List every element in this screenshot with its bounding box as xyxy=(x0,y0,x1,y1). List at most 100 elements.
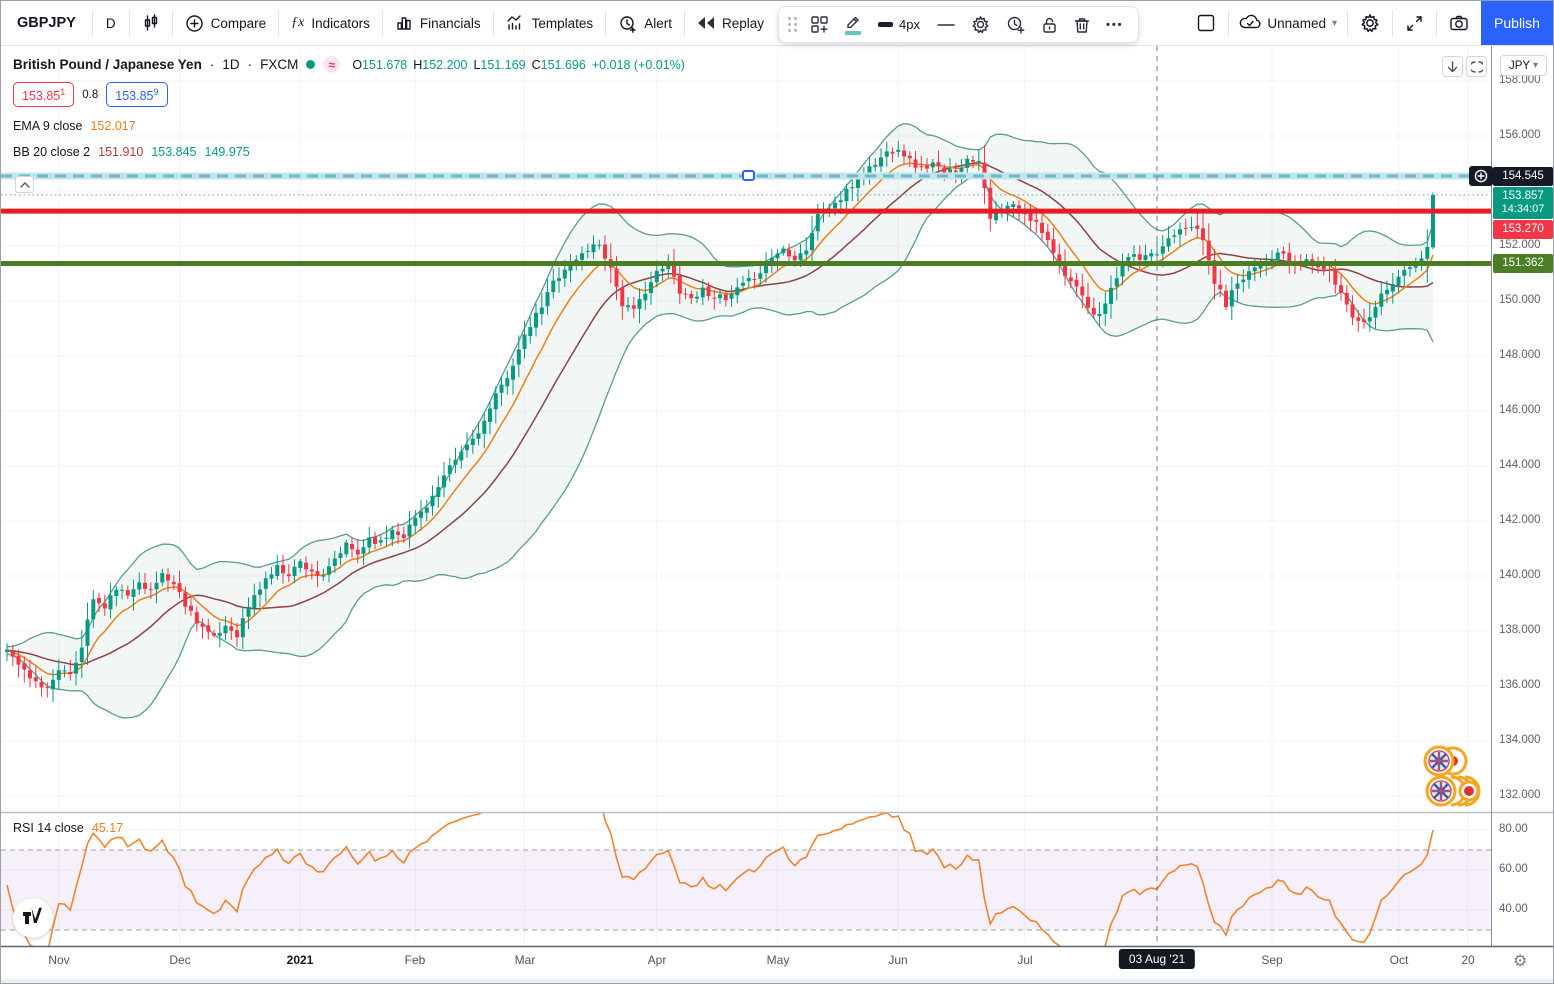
spread-value: 0.8 xyxy=(82,88,99,101)
price-tag: 153.857 14:34:07 xyxy=(1493,187,1553,219)
cloud-check-icon xyxy=(1239,13,1261,34)
change-value: +0.018 (+0.01%) xyxy=(591,57,685,72)
price-axis-label[interactable]: 158.000 xyxy=(1499,74,1541,86)
divider xyxy=(492,10,494,36)
add-alert-clock-button[interactable] xyxy=(998,7,1033,42)
tradingview-logo[interactable] xyxy=(13,898,53,938)
chart-area: British Pound / Japanese Yen · 1D · FXCM… xyxy=(1,46,1554,979)
price-axis-label[interactable]: 156.000 xyxy=(1499,129,1541,141)
financials-button[interactable]: Financials xyxy=(383,1,493,45)
divider xyxy=(1228,10,1230,36)
sell-button[interactable]: 153.851 xyxy=(13,82,75,108)
time-axis-label[interactable]: Jun xyxy=(888,953,908,967)
price-axis-label[interactable]: 144.000 xyxy=(1499,459,1541,471)
rsi-axis-label[interactable]: 80.00 xyxy=(1499,823,1528,835)
cloud-layout-button[interactable]: Unnamed ▾ xyxy=(1229,1,1347,45)
screenshot-camera-button[interactable] xyxy=(1437,1,1481,45)
price-axis-label[interactable]: 134.000 xyxy=(1499,734,1541,746)
lock-icon[interactable] xyxy=(1033,7,1066,42)
time-axis-label[interactable]: Sep xyxy=(1261,953,1283,967)
interval-label[interactable]: 1D xyxy=(222,57,240,72)
alarm-clock-icon xyxy=(618,14,637,33)
drawing-selection-handle[interactable] xyxy=(742,170,755,181)
drag-handle-icon[interactable] xyxy=(785,17,802,32)
price-axis-label[interactable]: 140.000 xyxy=(1499,569,1541,581)
line-width-button[interactable]: 4px xyxy=(869,17,929,32)
price-axis-label[interactable]: 142.000 xyxy=(1499,514,1541,526)
time-axis-label[interactable]: 20 xyxy=(1461,953,1475,967)
compare-plus-icon xyxy=(185,14,204,33)
pane-collapse-button[interactable] xyxy=(15,176,34,193)
time-axis-label[interactable]: Jul xyxy=(1017,953,1033,967)
time-axis-label[interactable]: Nov xyxy=(48,953,70,967)
reset-view-button[interactable] xyxy=(1466,56,1487,77)
bb-legend[interactable]: BB 20 close 2 151.910 153.845 149.975 xyxy=(13,145,250,160)
symbol-button[interactable]: GBPJPY xyxy=(17,15,76,31)
more-options-button[interactable]: ••• xyxy=(1105,18,1124,31)
divider xyxy=(381,10,383,36)
main-chart[interactable] xyxy=(1,46,1554,979)
time-axis-settings-gear-icon[interactable]: ⚙ xyxy=(1513,953,1528,970)
ohlc-values: O151.678 H152.200 L151.169 C151.696 +0.0… xyxy=(352,57,685,72)
price-tag: 153.270 xyxy=(1493,220,1553,239)
layout-select-button[interactable] xyxy=(1184,1,1228,45)
time-axis-label[interactable]: Apr xyxy=(647,953,667,967)
time-axis-label[interactable]: Oct xyxy=(1389,953,1409,967)
alert-button[interactable]: Alert xyxy=(606,1,684,45)
chart-settings-button[interactable] xyxy=(1348,1,1392,45)
publish-button[interactable]: Publish xyxy=(1481,1,1553,45)
compare-button[interactable]: Compare xyxy=(173,1,279,45)
indicators-button[interactable]: ƒx Indicators xyxy=(291,15,370,31)
color-swatch xyxy=(845,31,861,35)
divider xyxy=(128,10,130,36)
trash-icon[interactable] xyxy=(1066,7,1098,42)
price-axis-label[interactable]: 152.000 xyxy=(1499,239,1541,251)
financials-icon xyxy=(395,14,413,32)
templates-button[interactable]: Templates xyxy=(494,1,606,45)
price-axis-label[interactable]: 146.000 xyxy=(1499,404,1541,416)
price-axis-label[interactable]: 150.000 xyxy=(1499,294,1541,306)
divider xyxy=(605,10,607,36)
replay-button[interactable]: Replay xyxy=(685,1,776,45)
price-tag: 154.545 xyxy=(1493,167,1553,186)
price-axis-label[interactable]: 136.000 xyxy=(1499,679,1541,691)
time-axis-label[interactable]: Mar xyxy=(514,953,536,967)
time-axis-label[interactable]: Feb xyxy=(404,953,426,967)
crosshair-date-tag: 03 Aug '21 xyxy=(1118,949,1196,969)
time-axis-label[interactable]: Dec xyxy=(169,953,191,967)
price-tag: 151.362 xyxy=(1493,254,1553,273)
chart-type-button[interactable] xyxy=(130,1,172,45)
ema-legend[interactable]: EMA 9 close 152.017 xyxy=(13,119,136,134)
top-toolbar: GBPJPY D Compare ƒx Indicators Financial… xyxy=(1,1,1553,46)
interval-button[interactable]: D xyxy=(105,15,116,31)
scroll-to-recent-button[interactable] xyxy=(1442,56,1463,77)
delayed-data-icon[interactable]: ≈ xyxy=(323,56,341,73)
market-status-icon[interactable] xyxy=(306,60,316,69)
time-axis-label[interactable]: May xyxy=(766,953,790,967)
line-style-button[interactable] xyxy=(929,7,963,42)
line-width-icon xyxy=(878,22,893,27)
time-axis-label[interactable]: 2021 xyxy=(286,953,314,967)
window-footer-strip xyxy=(1,979,1553,983)
add-alert-plus-button[interactable] xyxy=(1469,166,1493,186)
price-axis-label[interactable]: 148.000 xyxy=(1499,349,1541,361)
price-scale-currency-button[interactable]: JPY ▾ xyxy=(1500,55,1547,76)
rsi-axis-label[interactable]: 40.00 xyxy=(1499,903,1528,915)
rsi-legend[interactable]: RSI 14 close 45.17 xyxy=(13,821,124,835)
chevron-down-icon: ▾ xyxy=(1331,17,1337,29)
price-axis-label[interactable]: 132.000 xyxy=(1499,789,1541,801)
exchange-label[interactable]: FXCM xyxy=(260,57,299,72)
fullscreen-button[interactable] xyxy=(1393,1,1436,45)
divider xyxy=(1436,10,1437,36)
rsi-axis-label[interactable]: 60.00 xyxy=(1499,863,1528,875)
symbol-title[interactable]: British Pound / Japanese Yen xyxy=(13,57,202,72)
buy-button[interactable]: 153.859 xyxy=(106,82,168,108)
style-template-button[interactable] xyxy=(802,7,837,42)
chart-legend: British Pound / Japanese Yen · 1D · FXCM… xyxy=(13,56,685,160)
drawing-toolbar: 4px ••• xyxy=(778,6,1139,43)
price-axis-label[interactable]: 138.000 xyxy=(1499,624,1541,636)
divider xyxy=(278,10,280,36)
settings-gear-button[interactable] xyxy=(963,7,998,42)
color-pencil-button[interactable] xyxy=(837,7,869,42)
